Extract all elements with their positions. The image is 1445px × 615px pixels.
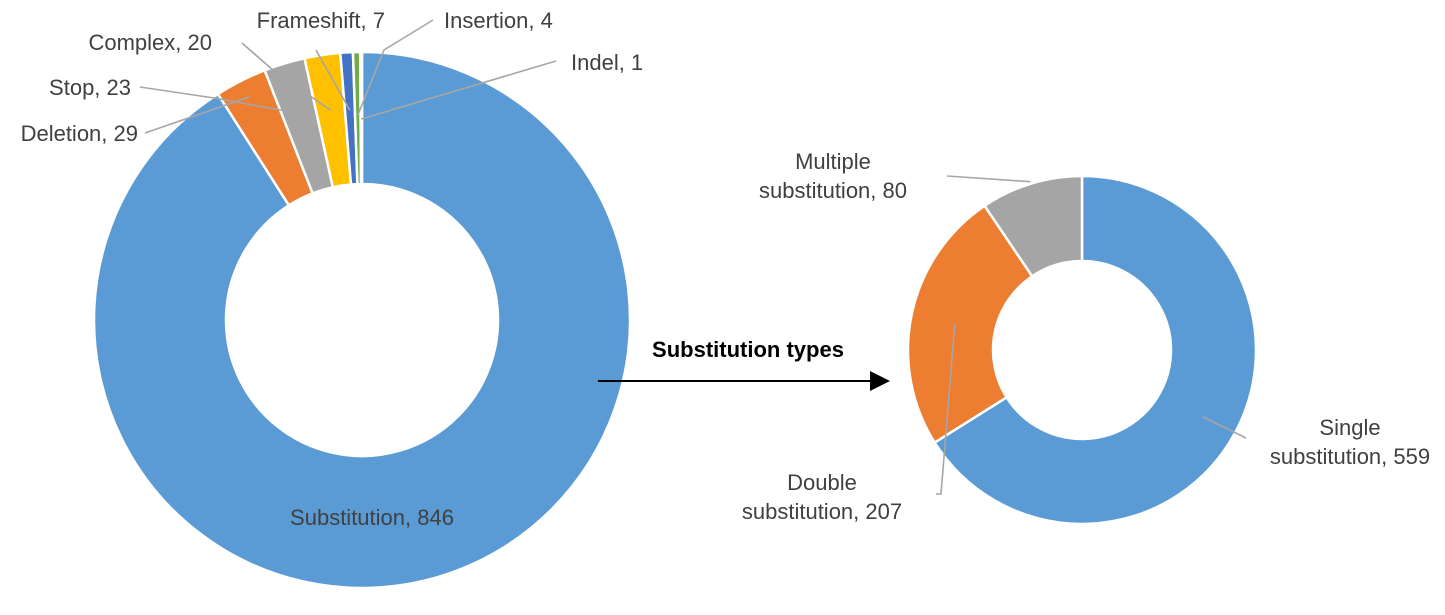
connector: Substitution types [598, 337, 890, 391]
slice-single-substitution [932, 174, 1258, 526]
leader-line-multiple-substitution [946, 175, 1031, 183]
leader-line-double-substitution [936, 323, 956, 495]
donut-chart-mutation-types: Substitution, 846 Deletion, 29 Stop, 23 Com… [21, 8, 643, 590]
leader-line-insertion [357, 19, 434, 116]
slice-substitution [92, 50, 632, 590]
leader-line-indel [361, 60, 557, 120]
leader-line-stop [139, 86, 300, 115]
data-label-complex: Complex, 20 [88, 30, 212, 55]
data-label-double-substitution: Double substitution, 207 [742, 470, 902, 524]
data-label-single-substitution: Single substitution, 559 [1270, 415, 1430, 469]
slice-double-substitution [906, 204, 1034, 445]
data-label-substitution: Substitution, 846 [290, 505, 454, 530]
leader-line-frameshift [315, 49, 351, 111]
leader-line-single-substitution [1202, 416, 1247, 439]
leader-line-complex [241, 42, 332, 111]
data-label-deletion: Deletion, 29 [21, 121, 138, 146]
slice-multiple-substitution [982, 174, 1084, 278]
data-label-stop: Stop, 23 [49, 75, 131, 100]
data-label-frameshift: Frameshift, 7 [257, 8, 385, 33]
leader-line-deletion [144, 96, 250, 134]
donut-chart-substitution-types: Single substitution, 559 Double substitutio… [742, 149, 1430, 526]
data-label-insertion: Insertion, 4 [444, 8, 553, 33]
data-label-indel: Indel, 1 [571, 50, 643, 75]
slice-indel [358, 50, 364, 186]
connector-label: Substitution types [652, 337, 844, 362]
data-label-multiple-substitution: Multiple substitution, 80 [759, 149, 907, 203]
